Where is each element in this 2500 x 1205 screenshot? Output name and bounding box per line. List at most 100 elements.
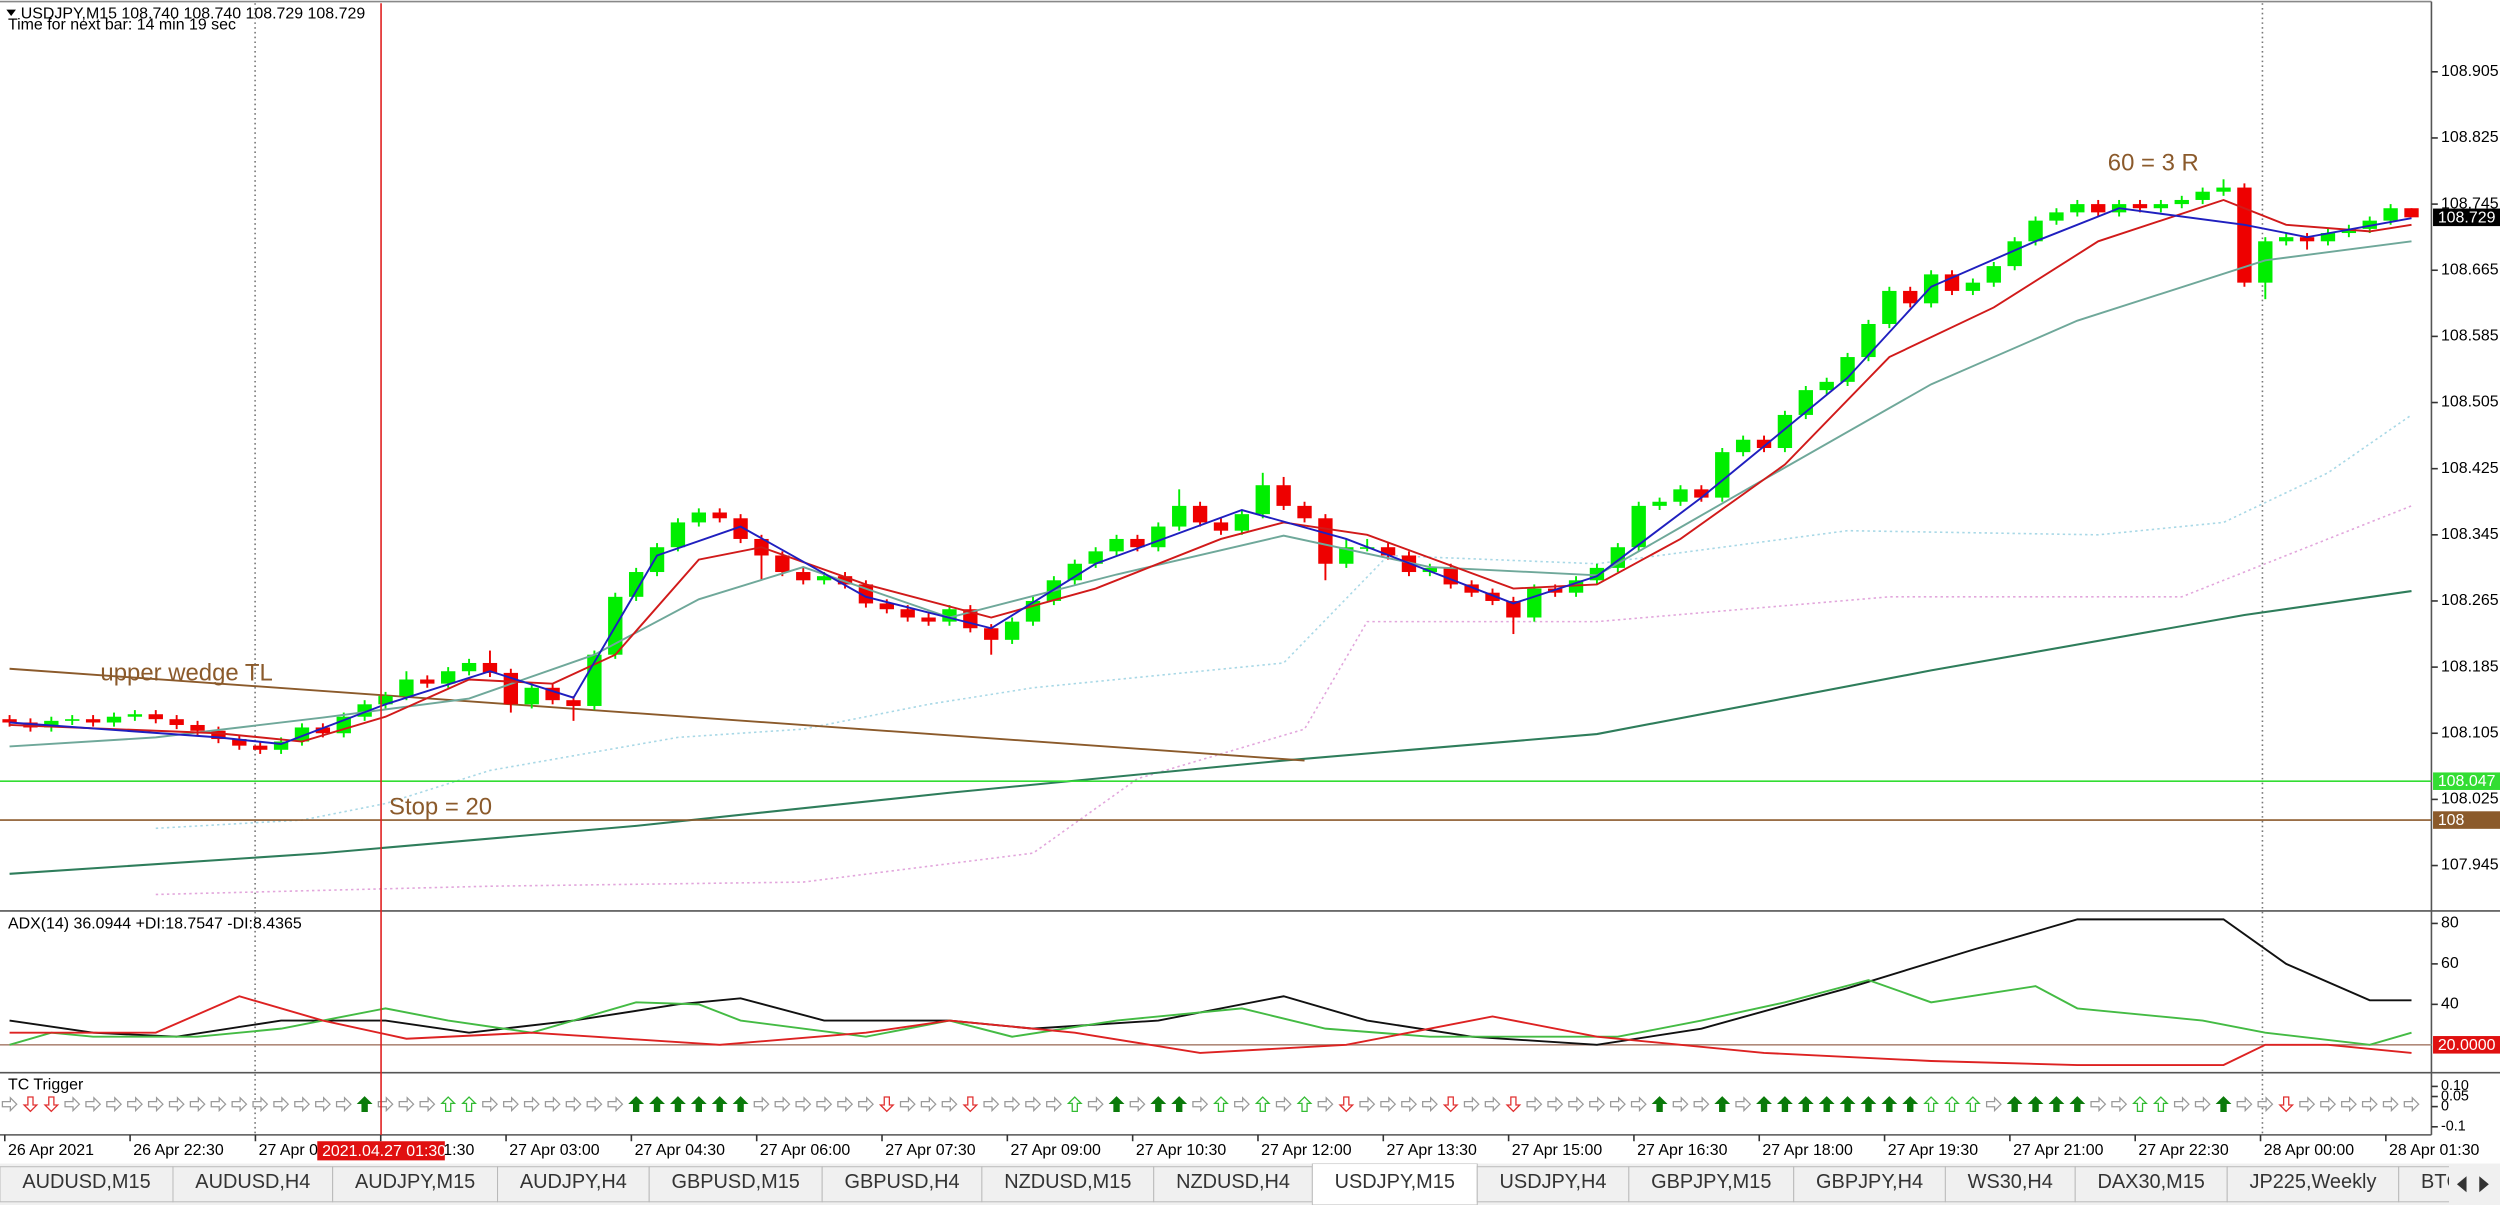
tab-label[interactable]: JP225,Weekly <box>2250 1171 2377 1193</box>
candle-body <box>796 572 811 581</box>
signal-arrow <box>2361 1096 2378 1113</box>
signal-arrow <box>1150 1096 1167 1113</box>
candle-body <box>1861 323 1876 358</box>
tab-scroll-right[interactable] <box>2479 1176 2489 1193</box>
x-tick-label: 27 Apr 10:30 <box>1136 1142 1227 1159</box>
tab-background[interactable] <box>1153 1166 1313 1203</box>
y-tick-label: 108.585 <box>2441 328 2499 345</box>
tab[interactable]: AUDUSD,H4 <box>172 1166 334 1203</box>
menu-triangle[interactable] <box>6 9 16 16</box>
signal-arrow <box>461 1096 477 1113</box>
signal-arrow <box>1547 1096 1564 1113</box>
tab-background[interactable] <box>821 1166 983 1203</box>
y-tick-label: 108.425 <box>2441 460 2499 477</box>
tab[interactable]: GBPUSD,M15 <box>648 1166 823 1203</box>
signal-arrow <box>1422 1096 1438 1113</box>
tab[interactable]: JP225,Weekly <box>2226 1166 2400 1203</box>
tab-scroll-left[interactable] <box>2456 1176 2467 1193</box>
candle-body <box>1234 514 1250 531</box>
candle-body <box>315 727 331 734</box>
signal-arrow <box>1651 1096 1668 1113</box>
tab-label[interactable]: GBPUSD,H4 <box>844 1171 959 1193</box>
signal-arrow <box>1171 1096 1188 1113</box>
tab-background[interactable] <box>172 1166 334 1203</box>
tab-background[interactable] <box>1311 1163 1478 1205</box>
tab-background[interactable] <box>1476 1166 1630 1203</box>
signal-arrow <box>544 1096 561 1113</box>
tab[interactable]: USDJPY,M15 <box>1311 1163 1478 1205</box>
tab-label[interactable]: DAX30,M15 <box>2098 1171 2205 1193</box>
tab-background[interactable] <box>648 1166 823 1203</box>
signal-arrow <box>356 1096 373 1113</box>
trendline <box>9 667 1305 762</box>
tab-label[interactable]: AUDJPY,M15 <box>355 1171 475 1193</box>
candle-body <box>2132 204 2148 209</box>
signal-arrow <box>252 1096 269 1113</box>
signal-arrow <box>523 1096 540 1113</box>
x-tick-label: 27 Apr 03:00 <box>509 1142 600 1159</box>
candle-body <box>1506 600 1521 618</box>
tab[interactable]: DAX30,M15 <box>2074 1166 2228 1203</box>
signal-arrow <box>168 1096 185 1113</box>
signal-arrow <box>127 1096 143 1113</box>
candle-body <box>378 696 393 705</box>
tab-label[interactable]: NZDUSD,M15 <box>1004 1171 1131 1193</box>
tab-background[interactable] <box>332 1166 499 1203</box>
signal-arrow <box>1714 1096 1731 1113</box>
tab[interactable]: WS30,H4 <box>1944 1166 2076 1203</box>
tab-label[interactable]: WS30,H4 <box>1968 1171 2053 1193</box>
x-tick-label: 27 Apr 04:30 <box>635 1142 726 1159</box>
candle-body <box>2299 237 2315 242</box>
tab[interactable]: USDJPY,H4 <box>1476 1166 1630 1203</box>
tab-background[interactable] <box>0 1166 174 1203</box>
tab[interactable]: AUDJPY,M15 <box>332 1166 499 1203</box>
tab-label[interactable]: BTCUSD,Daily <box>2421 1171 2500 1193</box>
signal-arrow <box>440 1096 457 1113</box>
candle-body <box>2320 233 2336 242</box>
x-tick-label: 28 Apr 01:30 <box>2389 1142 2480 1159</box>
signal-arrow <box>1526 1096 1543 1113</box>
candle-body <box>1339 547 1354 564</box>
tab[interactable]: BTCUSD,Daily <box>2398 1166 2500 1203</box>
y-tick-label: 0.10 <box>2441 1078 2469 1094</box>
tab[interactable]: GBPJPY,H4 <box>1793 1166 1946 1203</box>
candle-body <box>420 679 435 684</box>
signal-arrow <box>670 1096 686 1113</box>
tab-label[interactable]: AUDUSD,H4 <box>195 1171 310 1193</box>
signal-arrow <box>2069 1096 2086 1113</box>
tab-background[interactable] <box>2074 1166 2228 1203</box>
signal-arrow <box>1046 1096 1062 1113</box>
tab[interactable]: AUDUSD,M15 <box>0 1166 174 1203</box>
candle-body <box>1631 505 1646 548</box>
tab-label[interactable]: GBPJPY,H4 <box>1816 1171 1923 1193</box>
tab[interactable]: GBPUSD,H4 <box>821 1166 983 1203</box>
x-tick-label: 27 Apr 06:00 <box>760 1142 851 1159</box>
x-tick-label: 27 Apr 21:00 <box>2013 1142 2104 1159</box>
tab-label[interactable]: GBPUSD,M15 <box>672 1171 800 1193</box>
tab-label[interactable]: AUDJPY,H4 <box>520 1171 627 1193</box>
signal-arrow <box>2403 1096 2420 1113</box>
tab-background[interactable] <box>981 1166 1155 1203</box>
signal-arrow <box>2006 1096 2023 1113</box>
tab[interactable]: GBPJPY,M15 <box>1628 1166 1795 1203</box>
candle-body <box>775 555 790 573</box>
tab-label[interactable]: AUDUSD,M15 <box>22 1171 150 1193</box>
tab-background[interactable] <box>497 1166 650 1203</box>
tab-background[interactable] <box>2398 1166 2500 1203</box>
signal-arrow <box>1463 1096 1480 1113</box>
candle-body <box>1151 526 1166 548</box>
x-tick-label: 26 Apr 2021 <box>8 1142 94 1159</box>
tab-background[interactable] <box>1793 1166 1946 1203</box>
tab[interactable]: NZDUSD,M15 <box>981 1166 1155 1203</box>
tab[interactable]: NZDUSD,H4 <box>1153 1166 1313 1203</box>
tab-label[interactable]: USDJPY,H4 <box>1500 1171 1607 1193</box>
candle-body <box>2404 208 2419 218</box>
tab-label[interactable]: NZDUSD,H4 <box>1176 1171 1290 1193</box>
signal-arrow <box>565 1096 582 1113</box>
tab-label[interactable]: GBPJPY,M15 <box>1651 1171 1771 1193</box>
tab[interactable]: AUDJPY,H4 <box>497 1166 650 1203</box>
y-tick-label: 108.265 <box>2441 592 2499 609</box>
signal-arrow <box>419 1096 436 1113</box>
tab-label[interactable]: USDJPY,M15 <box>1335 1171 1455 1193</box>
